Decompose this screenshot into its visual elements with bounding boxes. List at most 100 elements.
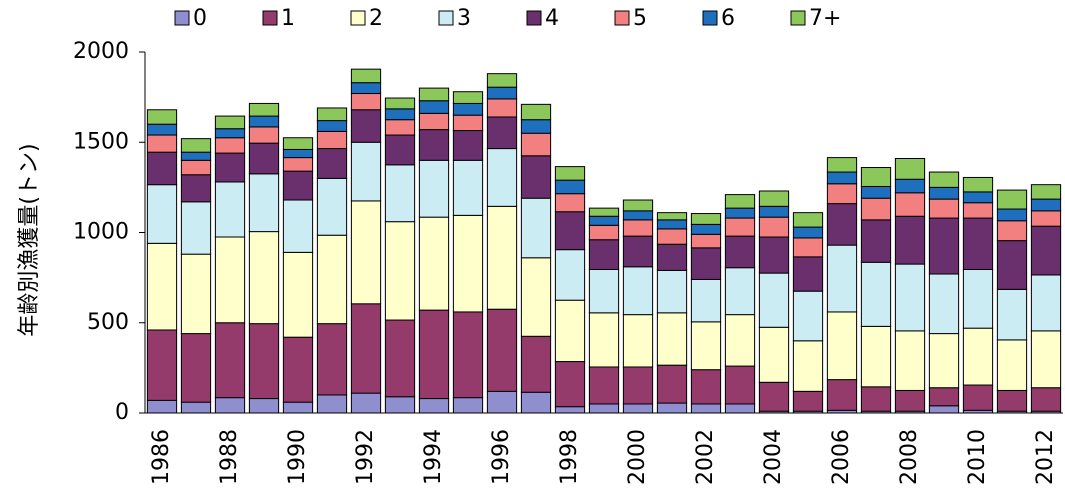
bar-segment xyxy=(350,303,382,394)
bar-segment xyxy=(860,261,892,327)
bar-segment xyxy=(180,201,212,255)
bar-segment xyxy=(146,151,178,186)
bar-segment xyxy=(724,207,756,219)
bar-segment xyxy=(146,329,178,401)
bar-segment xyxy=(248,142,280,175)
bar-segment xyxy=(350,141,382,202)
bar-segment xyxy=(214,181,246,238)
bar-segment xyxy=(690,223,722,235)
bar-segment xyxy=(214,115,246,130)
legend-label: 1 xyxy=(281,6,295,31)
bar-segment xyxy=(860,386,892,412)
bar-segment xyxy=(894,157,926,180)
bar-segment xyxy=(282,137,314,150)
bar-segment xyxy=(418,309,450,400)
bar-segment xyxy=(452,114,484,132)
bar-segment xyxy=(690,233,722,249)
bar-segment xyxy=(758,236,790,274)
bar-segment xyxy=(792,256,824,292)
legend-swatch xyxy=(174,10,190,26)
bar-segment xyxy=(180,159,212,176)
bar-segment xyxy=(350,82,382,95)
bar-segment xyxy=(622,210,654,221)
x-tick-label: 2012 xyxy=(1033,429,1058,485)
bar-segment xyxy=(520,257,552,337)
bar-segment xyxy=(554,211,586,251)
bar-segment xyxy=(588,312,620,368)
bar-segment xyxy=(962,384,994,411)
bar-segment xyxy=(588,366,620,405)
bar-segment xyxy=(826,157,858,173)
bar-segment xyxy=(146,109,178,125)
legend-swatch xyxy=(702,10,718,26)
bar-segment xyxy=(1030,210,1062,227)
bar-segment xyxy=(282,199,314,253)
bar-segment xyxy=(690,247,722,280)
legend-swatch xyxy=(438,10,454,26)
bar-segment xyxy=(690,403,722,414)
bar-segment xyxy=(758,272,790,328)
bar-segment xyxy=(792,290,824,342)
bar-segment xyxy=(622,219,654,237)
bar-segment xyxy=(554,299,586,363)
x-tick-label: 1986 xyxy=(149,429,174,485)
bar-segment xyxy=(792,340,824,392)
bar-segment xyxy=(622,199,654,212)
bar-segment xyxy=(214,152,246,183)
x-tick-label: 1996 xyxy=(489,429,514,485)
x-tick-label: 1988 xyxy=(217,429,242,485)
x-tick-label: 2004 xyxy=(761,429,786,485)
legend-label: 7+ xyxy=(809,6,841,31)
bar-segment xyxy=(792,212,824,228)
bar-segment xyxy=(928,186,960,200)
legend-label: 5 xyxy=(633,6,647,31)
bar-segment xyxy=(486,116,518,150)
bar-segment xyxy=(350,392,382,414)
legend-label: 4 xyxy=(545,6,559,31)
bar-segment xyxy=(350,68,382,84)
bar-segment xyxy=(350,93,382,111)
bar-segment xyxy=(282,336,314,403)
bar-segment xyxy=(316,148,348,179)
bar-segment xyxy=(180,333,212,403)
bar-segment xyxy=(316,234,348,325)
bar-segment xyxy=(656,364,688,404)
bar-segment xyxy=(758,216,790,238)
legend-swatch xyxy=(790,10,806,26)
bar-segment xyxy=(690,321,722,371)
bar-segment xyxy=(316,130,348,150)
bar-segment xyxy=(758,190,790,207)
bar-segment xyxy=(860,197,892,221)
bar-segment xyxy=(248,115,280,128)
bar-segment xyxy=(316,120,348,132)
bar-segment xyxy=(452,214,484,313)
bar-segment xyxy=(146,134,178,153)
bar-segment xyxy=(282,170,314,201)
bar-segment xyxy=(962,327,994,386)
bar-segment xyxy=(452,159,484,216)
bar-segment xyxy=(826,183,858,205)
bar-segment xyxy=(316,323,348,396)
bar-segment xyxy=(520,197,552,259)
bar-segment xyxy=(894,330,926,391)
bar-segment xyxy=(350,200,382,305)
bar-segment xyxy=(282,148,314,159)
y-tick-label: 1000 xyxy=(73,220,129,245)
bar-segment xyxy=(928,273,960,335)
bar-segment xyxy=(962,202,994,219)
bar-segment xyxy=(690,213,722,225)
bar-segment xyxy=(622,403,654,414)
bar-segment xyxy=(962,217,994,271)
bar-segment xyxy=(418,398,450,414)
bar-segment xyxy=(180,174,212,203)
x-tick-label: 1990 xyxy=(285,429,310,485)
bar-segment xyxy=(656,312,688,366)
bar-segment xyxy=(418,112,450,131)
x-tick-label: 1994 xyxy=(421,429,446,485)
bar-segment xyxy=(1030,225,1062,276)
bar-segment xyxy=(248,126,280,144)
bar-segment xyxy=(248,323,280,400)
bar-segment xyxy=(554,406,586,414)
bar-segment xyxy=(214,397,246,414)
